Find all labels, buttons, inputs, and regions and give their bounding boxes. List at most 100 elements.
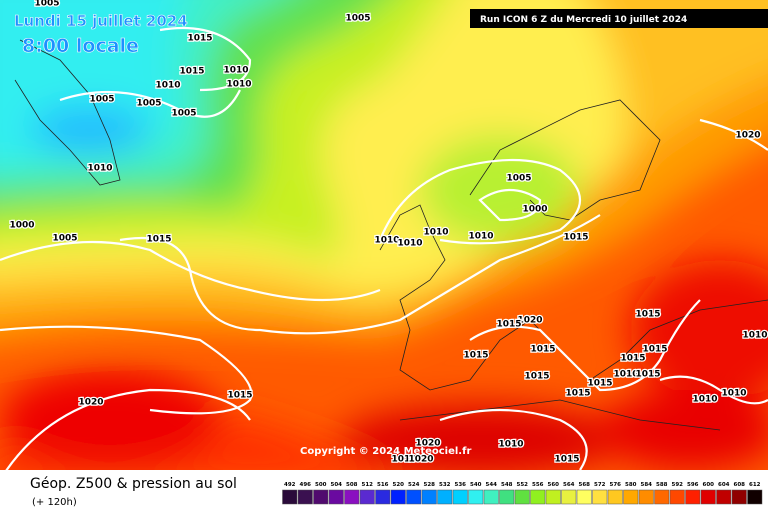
colorbar-swatch (592, 489, 608, 505)
colorbar-swatch (313, 489, 329, 505)
isobar-label: 1015 (635, 310, 660, 320)
isobar-label: 1010 (468, 232, 493, 242)
colorbar-swatch (344, 489, 360, 505)
colorbar: 492 496 500 504 508 512 516 520 524 528 532 536 540 5… (282, 482, 763, 505)
colorbar-swatch (654, 489, 670, 505)
colorbar-swatch (638, 489, 654, 505)
colorbar-label: 516 (377, 482, 389, 488)
colorbar-label: 504 (331, 482, 343, 488)
isobar-label: 1015 (554, 455, 579, 465)
colorbar-label: 532 (439, 482, 451, 488)
isobar-label: 1010 (374, 236, 399, 246)
colorbar-swatch (421, 489, 437, 505)
isobar-label: 1005 (89, 95, 114, 105)
colorbar-swatch (297, 489, 313, 505)
isobar-label: 1010 (226, 80, 251, 90)
isobar-label: 1020 (415, 439, 440, 449)
colorbar-swatch (576, 489, 592, 505)
colorbar-label: 548 (501, 482, 513, 488)
colorbar-swatch (282, 489, 298, 505)
isobar-label: 1010 (155, 81, 180, 91)
isobar-label: 1010 (498, 440, 523, 450)
isobar-label: 1010 (742, 331, 767, 341)
colorbar-label: 592 (672, 482, 684, 488)
colorbar-swatch (530, 489, 546, 505)
colorbar-label: 556 (532, 482, 544, 488)
isobar-label: 1015 (496, 320, 521, 330)
colorbar-swatch (514, 489, 530, 505)
colorbar-label: 524 (408, 482, 420, 488)
isobar-label: 1005 (506, 174, 531, 184)
colorbar-label: 528 (424, 482, 436, 488)
coastlines (14, 39, 768, 431)
isobar-label: 1010 (223, 66, 248, 76)
isobar-label: 1015 (565, 389, 590, 399)
colorbar-label: 596 (687, 482, 699, 488)
isobar-label: 1015 (187, 34, 212, 44)
colorbar-label: 572 (594, 482, 606, 488)
isobar-label: 1015 (179, 67, 204, 77)
footer-title: Géop. Z500 & pression au sol (30, 476, 237, 492)
isobar-label: 1015 (463, 351, 488, 361)
isobar-label: 1015 (642, 345, 667, 355)
colorbar-swatch (700, 489, 716, 505)
colorbar-label: 512 (362, 482, 374, 488)
isobar-label: 1020 (517, 316, 542, 326)
isobar-label: 1015 (227, 391, 252, 401)
colorbar-swatch (607, 489, 623, 505)
isobar-label: 1015 (530, 345, 555, 355)
isobar-label: 1010 (692, 395, 717, 405)
colorbar-swatch (685, 489, 701, 505)
isobar-label: 1015 (524, 372, 549, 382)
colorbar-label: 540 (470, 482, 482, 488)
isobar-label: 1020 (735, 131, 760, 141)
copyright: Copyright © 2024 Meteociel.fr (300, 446, 471, 457)
run-banner (470, 9, 768, 28)
isobar-label: 1010 (721, 389, 746, 399)
isobar-label: 1020 (78, 398, 103, 408)
isobar-label: 1015 (620, 354, 645, 364)
colorbar-label: 496 (300, 482, 312, 488)
isobar-label: 1010 (613, 370, 638, 380)
colorbar-label: 544 (486, 482, 498, 488)
colorbar-swatch (452, 489, 468, 505)
isobar-label: 1010 (423, 228, 448, 238)
colorbar-swatch (747, 489, 763, 505)
colorbar-label: 564 (563, 482, 575, 488)
colorbar-label: 536 (455, 482, 467, 488)
colorbar-swatch (731, 489, 747, 505)
colorbar-label: 584 (641, 482, 653, 488)
colorbar-swatch (359, 489, 375, 505)
isobar-label: 1000 (9, 221, 34, 231)
colorbar-swatch (483, 489, 499, 505)
colorbar-label: 588 (656, 482, 668, 488)
isobar-label: 1005 (136, 99, 161, 109)
isobar-label: 1015 (563, 233, 588, 243)
colorbar-swatch (716, 489, 732, 505)
colorbar-swatch (390, 489, 406, 505)
colorbar-label: 552 (517, 482, 529, 488)
colorbar-swatch (545, 489, 561, 505)
isobar-label: 1005 (345, 14, 370, 24)
colorbar-swatch (561, 489, 577, 505)
isobar-label: 1010 (391, 455, 416, 465)
colorbar-swatch (437, 489, 453, 505)
colorbar-swatch (669, 489, 685, 505)
colorbar-label: 492 (284, 482, 296, 488)
isobar-label: 1020 (408, 455, 433, 465)
colorbar-label: 508 (346, 482, 358, 488)
colorbar-label: 600 (703, 482, 715, 488)
colorbar-swatch (328, 489, 344, 505)
colorbar-label: 612 (749, 482, 761, 488)
isobar-label: 1010 (397, 239, 422, 249)
date-label: Lundi 15 juillet 2024 (14, 12, 188, 30)
colorbar-label: 500 (315, 482, 327, 488)
footer-lead: (+ 120h) (32, 497, 77, 508)
colorbar-label: 608 (734, 482, 746, 488)
isobar-label: 1015 (635, 370, 660, 380)
colorbar-label: 560 (548, 482, 560, 488)
run-info: Run ICON 6 Z du Mercredi 10 juillet 2024 (480, 15, 687, 25)
colorbar-swatch (375, 489, 391, 505)
